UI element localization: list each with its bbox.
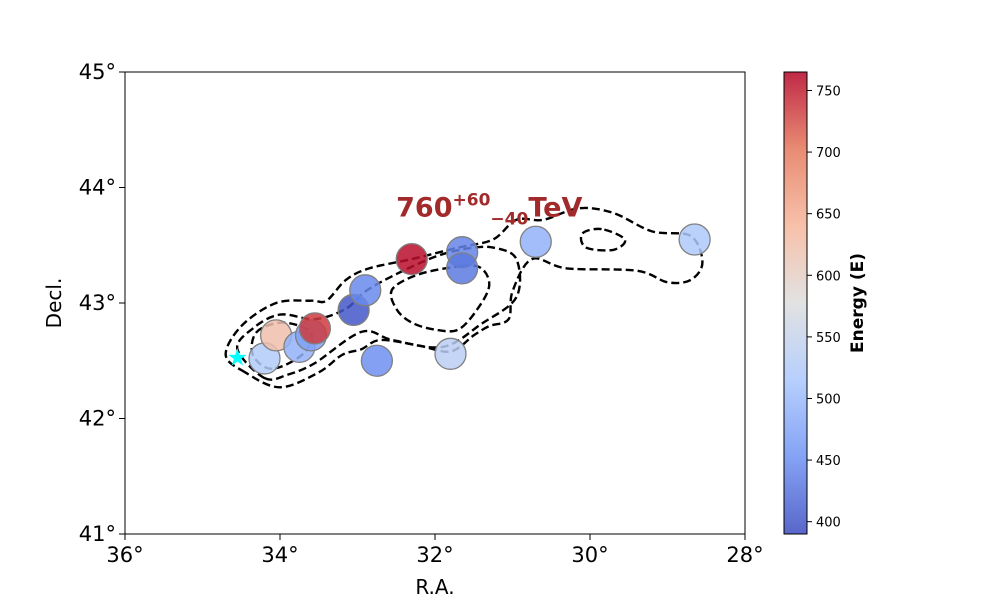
colorbar-tick-label-7: 750 (816, 84, 841, 99)
contour-line-5 (579, 227, 627, 252)
x-axis: 36° 34° 32° 30° 28° (106, 534, 764, 567)
scatter-layer (248, 223, 711, 377)
x-tick-label-2: 32° (416, 543, 453, 567)
colorbar-label: Energy (E) (848, 253, 868, 353)
colorbar-tick-label-6: 700 (816, 146, 841, 161)
x-tick-label-0: 36° (106, 543, 143, 567)
x-tick-label-4: 28° (726, 543, 763, 567)
annotation-value: 760 (396, 192, 452, 223)
colorbar-tick-label-4: 600 (816, 269, 841, 284)
y-axis: 41° 42° 43° 44° 45° (79, 60, 125, 546)
event-point-8 (360, 344, 394, 377)
colorbar-gradient (783, 71, 808, 535)
colorbar: 400 450 500 550 600 650 700 750 Energy (E) (783, 71, 868, 535)
event-point-7 (349, 274, 382, 307)
annotation-lower-error: −40 (490, 209, 528, 229)
annotation-upper-error: +60 (453, 190, 491, 210)
event-point-13 (519, 225, 552, 258)
event-point-12 (445, 252, 479, 285)
event-point-9 (395, 242, 428, 276)
event-point-5 (298, 312, 332, 345)
x-axis-label: R.A. (415, 575, 454, 599)
colorbar-tick-label-3: 550 (816, 331, 841, 346)
y-axis-label: Decl. (42, 278, 66, 329)
annotation-unit: TeV (528, 192, 582, 223)
y-tick-label-0: 41° (79, 522, 116, 546)
source-star-marker: ★ (227, 343, 249, 371)
contour-line-2 (236, 245, 522, 381)
x-tick-label-1: 34° (261, 543, 298, 567)
colorbar-tick-label-0: 400 (816, 516, 841, 531)
plot-area: ★ 760+60−40TeV (124, 71, 746, 535)
colorbar-ticks: 400 450 500 550 600 650 700 750 (807, 84, 841, 531)
colorbar-tick-label-5: 650 (816, 208, 841, 223)
colorbar-tick-label-1: 450 (816, 454, 841, 469)
colorbar-tick-label-2: 500 (816, 392, 841, 407)
y-tick-label-2: 43° (79, 291, 116, 315)
plot-frame (124, 71, 746, 535)
event-point-10 (434, 337, 467, 370)
y-tick-label-1: 42° (79, 407, 116, 431)
energy-annotation: 760+60−40TeV (396, 190, 582, 229)
x-tick-label-3: 30° (571, 543, 608, 567)
event-point-14 (678, 223, 711, 256)
y-tick-label-4: 45° (79, 60, 116, 84)
contour-line-4 (389, 264, 491, 333)
y-tick-label-3: 44° (79, 176, 116, 200)
